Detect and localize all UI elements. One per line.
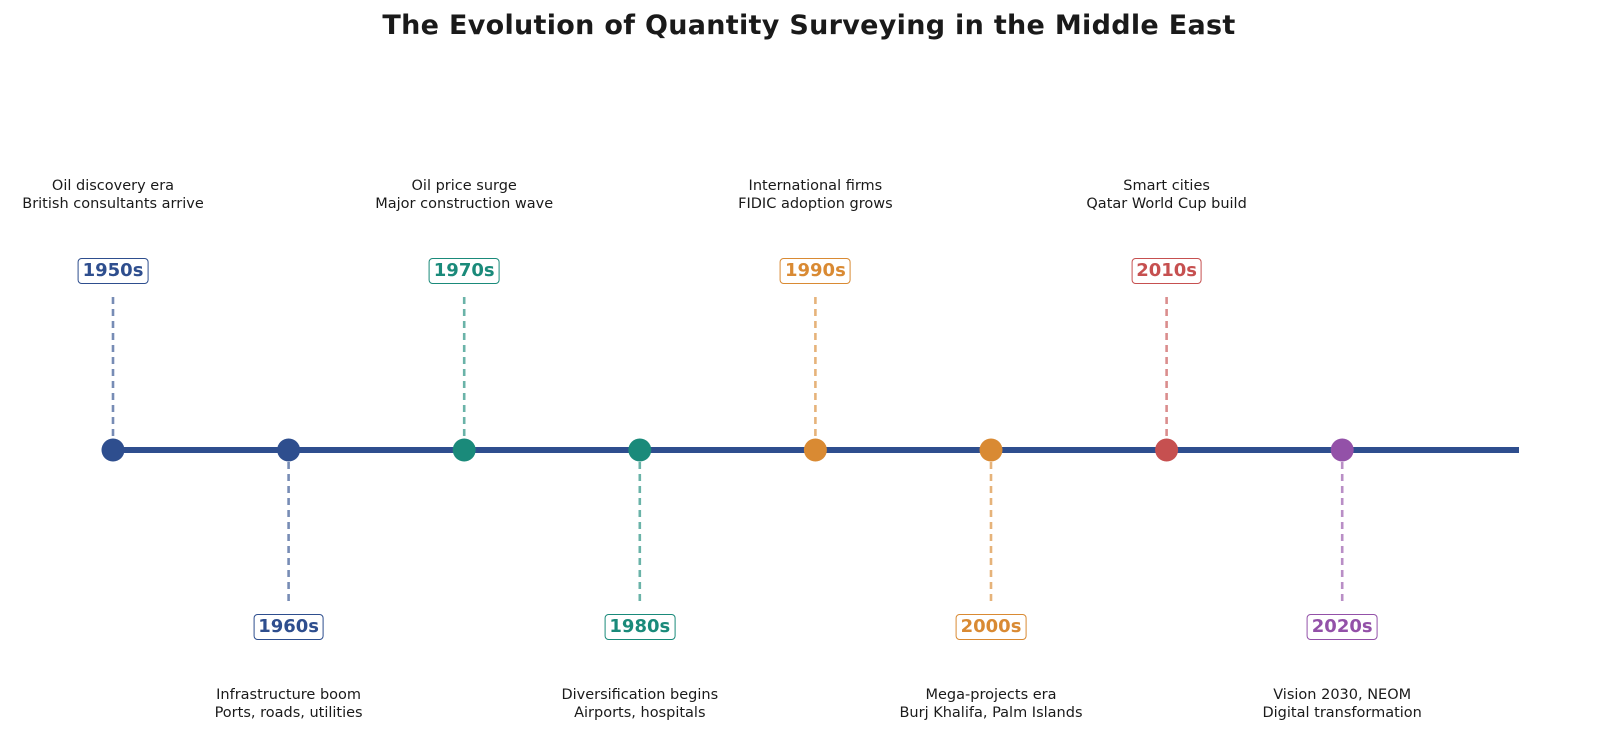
description-line-1: Infrastructure boom [216,687,362,703]
milestone-description-2010s: Smart cities Qatar World Cup build [1086,178,1246,213]
decade-label-1970s: 1970s [428,258,500,284]
decade-label-2000s: 2000s [955,614,1027,640]
milestone-description-1960s: Infrastructure boom Ports, roads, utiliti… [215,687,363,722]
milestone-description-1990s: International firms FIDIC adoption grows [738,178,892,213]
milestone-description-1950s: Oil discovery era British consultants arr… [22,178,204,213]
milestone-dot-2010s [1155,438,1179,462]
decade-label-1990s: 1990s [779,258,851,284]
decade-label-1950s: 1950s [77,258,149,284]
decade-label-1960s: 1960s [253,614,324,640]
milestone-description-2000s: Mega-projects era Burj Khalifa, Palm Isla… [899,687,1082,722]
decade-label-1980s: 1980s [604,614,676,640]
milestone-dot-1990s [803,438,827,462]
description-line-2: Airports, hospitals [574,704,706,721]
milestone-dot-2000s [979,438,1003,462]
description-line-2: Ports, roads, utilities [214,704,363,721]
milestone-dot-1960s [277,438,301,462]
milestone-dot-1950s [101,438,125,462]
milestone-dot-1980s [628,438,652,462]
description-line-1: Oil price surge [411,178,517,194]
milestone-dot-2020s [1330,438,1354,462]
milestone-dot-1970s [452,438,476,462]
description-line-1: Diversification begins [561,687,719,703]
description-line-2: Burj Khalifa, Palm Islands [899,704,1083,721]
description-line-2: FIDIC adoption grows [738,195,893,212]
description-line-1: Oil discovery era [51,178,175,194]
description-line-2: Qatar World Cup build [1086,195,1247,212]
milestone-description-1980s: Diversification begins Airports, hospital… [561,687,718,722]
page-title: The Evolution of Quantity Surveying in t… [382,10,1236,41]
description-line-1: Mega-projects era [925,687,1057,703]
description-line-1: Smart cities [1123,178,1210,194]
description-line-1: International firms [748,178,883,194]
description-line-2: Digital transformation [1262,704,1422,721]
decade-label-2020s: 2020s [1306,614,1378,640]
decade-label-2010s: 2010s [1131,258,1202,284]
description-line-1: Vision 2030, NEOM [1273,687,1412,703]
description-line-2: British consultants arrive [22,195,204,212]
description-line-2: Major construction wave [375,195,554,212]
milestone-description-2020s: Vision 2030, NEOM Digital transformation [1262,687,1421,722]
milestone-description-1970s: Oil price surge Major construction wave [375,178,553,213]
